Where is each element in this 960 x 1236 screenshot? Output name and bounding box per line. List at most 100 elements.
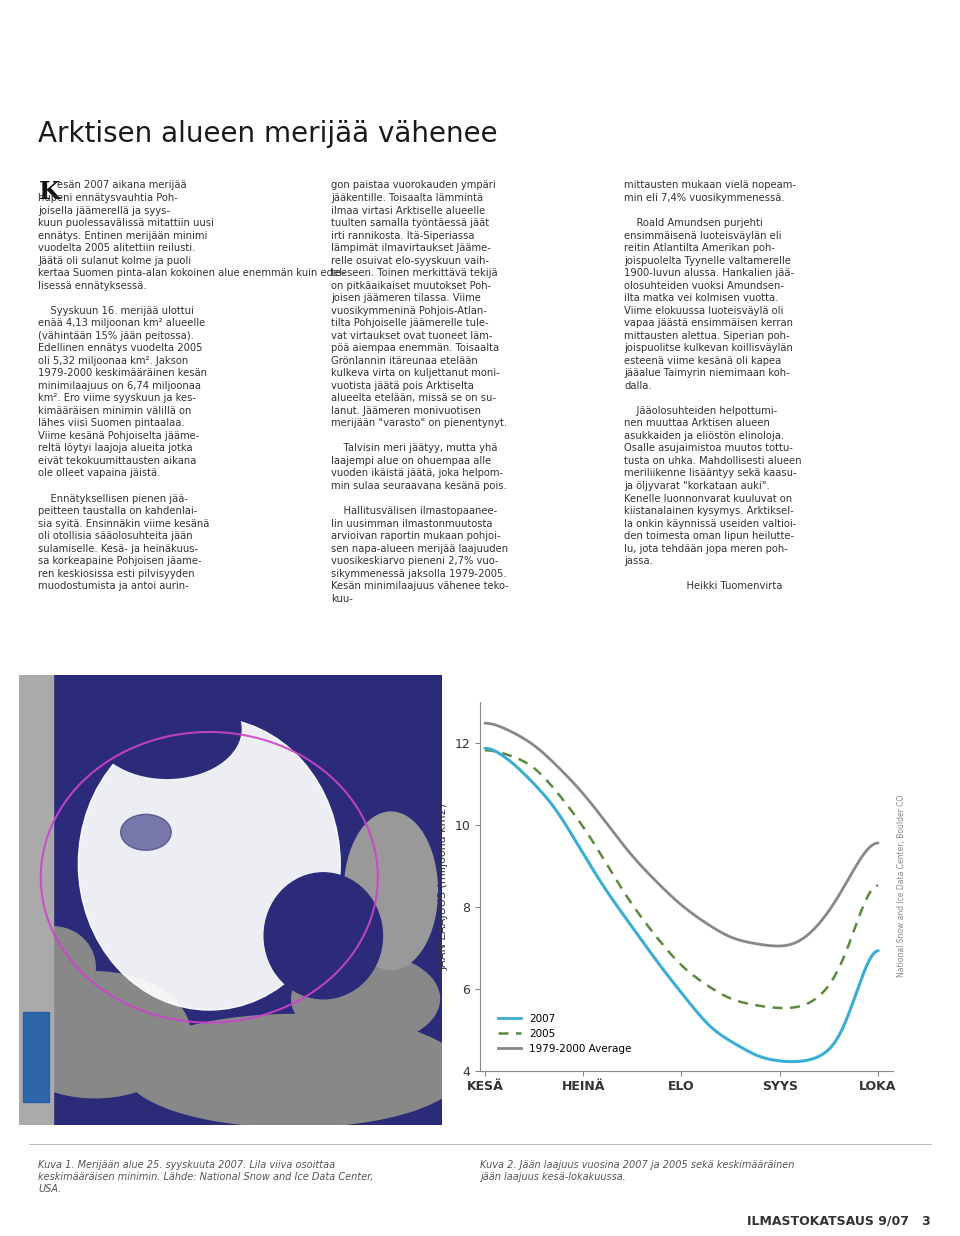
Text: Kuva 1. Merijään alue 25. syyskuuta 2007. Lila viiva osoittaa
keskimääräisen min: Kuva 1. Merijään alue 25. syyskuuta 2007… — [38, 1161, 373, 1194]
Ellipse shape — [292, 954, 440, 1043]
Ellipse shape — [264, 873, 382, 999]
Text: Heikki Tuomenvirta: Heikki Tuomenvirta — [624, 581, 782, 591]
Text: lämpimät ilmavirtaukset Jääme-: lämpimät ilmavirtaukset Jääme- — [331, 243, 492, 253]
Text: arvioivan raportin mukaan pohjoi-: arvioivan raportin mukaan pohjoi- — [331, 531, 501, 541]
2007 — [479, 740, 491, 755]
Text: dalla.: dalla. — [624, 381, 652, 391]
Text: Grönlannin itäreunaa etelään: Grönlannin itäreunaa etelään — [331, 356, 478, 366]
Ellipse shape — [11, 927, 95, 1007]
Y-axis label: JÄÄN LAAJUUS (miljoona km2): JÄÄN LAAJUUS (miljoona km2) — [437, 803, 449, 970]
Text: sulamiselle. Kesä- ja heinäkuus-: sulamiselle. Kesä- ja heinäkuus- — [38, 544, 199, 554]
1979-2000 Average — [713, 923, 725, 938]
1979-2000 Average — [720, 927, 732, 942]
Text: vuoden ikäistä jäätä, joka helpom-: vuoden ikäistä jäätä, joka helpom- — [331, 468, 503, 478]
Text: vuosikeskiarvo pieneni 2,7% vuo-: vuosikeskiarvo pieneni 2,7% vuo- — [331, 556, 498, 566]
Text: reltä löytyi laajoja alueita jotka: reltä löytyi laajoja alueita jotka — [38, 444, 193, 454]
Text: Ennätyksellisen pienen jää-: Ennätyksellisen pienen jää- — [38, 493, 188, 503]
Text: asukkaiden ja eliöstön elinoloja.: asukkaiden ja eliöstön elinoloja. — [624, 431, 784, 441]
Text: lin uusimman ilmastonmuutosta: lin uusimman ilmastonmuutosta — [331, 519, 492, 529]
Line: 2005: 2005 — [485, 750, 878, 1009]
Text: on pitkäaikaiset muutokset Poh-: on pitkäaikaiset muutokset Poh- — [331, 281, 492, 290]
Text: 1900-luvun alussa. Hankalien jää-: 1900-luvun alussa. Hankalien jää- — [624, 268, 794, 278]
Text: pöä aiempaa enemmän. Toisaalta: pöä aiempaa enemmän. Toisaalta — [331, 344, 499, 353]
Text: lisessä ennätyksessä.: lisessä ennätyksessä. — [38, 281, 147, 290]
Text: Viime elokuussa luoteisväylä oli: Viime elokuussa luoteisväylä oli — [624, 305, 783, 315]
2007 — [713, 1026, 725, 1041]
Text: Jääolosuhteiden helpottumi-: Jääolosuhteiden helpottumi- — [624, 405, 778, 415]
2005 — [837, 953, 849, 968]
2007 — [787, 1054, 799, 1069]
Text: Arktisen alueen merijää vähenee: Arktisen alueen merijää vähenee — [38, 120, 498, 148]
Legend: 2007, 2005, 1979-2000 Average: 2007, 2005, 1979-2000 Average — [493, 1010, 636, 1058]
2005 — [720, 989, 732, 1004]
Ellipse shape — [345, 812, 438, 969]
Text: lähes viisi Suomen pintaalaa.: lähes viisi Suomen pintaalaa. — [38, 419, 185, 429]
2007 — [812, 1049, 824, 1064]
Line: 2007: 2007 — [485, 748, 878, 1062]
Text: Jäätä oli sulanut kolme ja puoli: Jäätä oli sulanut kolme ja puoli — [38, 256, 192, 266]
Text: eivät tekokuumittausten aikana: eivät tekokuumittausten aikana — [38, 456, 197, 466]
Text: ilmaa virtasi Arktiselle alueelle: ilmaa virtasi Arktiselle alueelle — [331, 205, 486, 215]
1979-2000 Average — [873, 836, 884, 850]
2007 — [720, 1031, 732, 1046]
Bar — [19, 675, 53, 1125]
Text: (vähintään 15% jään peitossa).: (vähintään 15% jään peitossa). — [38, 331, 194, 341]
2005 — [480, 743, 492, 758]
Text: gon paistaa vuorokauden ympäri: gon paistaa vuorokauden ympäri — [331, 180, 496, 190]
Text: esän 2007 aikana merijää: esän 2007 aikana merijää — [58, 180, 187, 190]
Text: irti rannikosta. Itä-Siperiassa: irti rannikosta. Itä-Siperiassa — [331, 231, 474, 241]
Text: minimilaajuus on 6,74 miljoonaa: minimilaajuus on 6,74 miljoonaa — [38, 381, 202, 391]
Text: ole olleet vapaina jäistä.: ole olleet vapaina jäistä. — [38, 468, 160, 478]
Text: Viime kesänä Pohjoiselta jääme-: Viime kesänä Pohjoiselta jääme- — [38, 431, 200, 441]
2005 — [479, 743, 491, 758]
Text: min sulaa seuraavana kesänä pois.: min sulaa seuraavana kesänä pois. — [331, 481, 507, 491]
Text: merijään "varasto" on pienentynyt.: merijään "varasto" on pienentynyt. — [331, 419, 507, 429]
Text: sikymmenessä jaksolla 1979-2005.: sikymmenessä jaksolla 1979-2005. — [331, 569, 507, 578]
Text: sa korkeapaine Pohjoisen jäame-: sa korkeapaine Pohjoisen jäame- — [38, 556, 202, 566]
Text: ILMASTOKATSAUS 9/07   3: ILMASTOKATSAUS 9/07 3 — [748, 1215, 931, 1227]
Text: vuodelta 2005 alitettiin reilusti.: vuodelta 2005 alitettiin reilusti. — [38, 243, 196, 253]
2007 — [837, 1021, 849, 1036]
Text: olosuhteiden vuoksi Amundsen-: olosuhteiden vuoksi Amundsen- — [624, 281, 784, 290]
Text: Kenelle luonnonvarat kuuluvat on: Kenelle luonnonvarat kuuluvat on — [624, 493, 792, 503]
Text: Edellinen ennätys vuodelta 2005: Edellinen ennätys vuodelta 2005 — [38, 344, 203, 353]
2007 — [712, 1025, 724, 1039]
Text: den toimesta oman lipun heilutte-: den toimesta oman lipun heilutte- — [624, 531, 794, 541]
Text: esteenä viime kesänä oli kapea: esteenä viime kesänä oli kapea — [624, 356, 781, 366]
Text: kimääräisen minimin välillä on: kimääräisen minimin välillä on — [38, 405, 192, 415]
Text: National Snow and Ice Data Center, Boulder CO: National Snow and Ice Data Center, Bould… — [897, 795, 906, 978]
Text: la onkin käynnissä useiden valtioi-: la onkin käynnissä useiden valtioi- — [624, 519, 797, 529]
Text: joisella jäämerellä ja syys-: joisella jäämerellä ja syys- — [38, 205, 171, 215]
Text: ren keskiosissa esti pilvisyyden: ren keskiosissa esti pilvisyyden — [38, 569, 195, 578]
Text: Syyskuun 16. merijää ulottui: Syyskuun 16. merijää ulottui — [38, 305, 194, 315]
Text: sia syitä. Ensinnäkin viime kesänä: sia syitä. Ensinnäkin viime kesänä — [38, 519, 210, 529]
2005 — [712, 984, 724, 999]
2007 — [873, 943, 884, 958]
Text: 1979-2000 keskimääräinen kesän: 1979-2000 keskimääräinen kesän — [38, 368, 207, 378]
Ellipse shape — [0, 971, 190, 1098]
Text: tuulten samalla työntäessä jäät: tuulten samalla työntäessä jäät — [331, 218, 490, 227]
Text: hupeni ennätysvauhtia Poh-: hupeni ennätysvauhtia Poh- — [38, 193, 179, 203]
Text: kuun puolessavälissä mitattiin uusi: kuun puolessavälissä mitattiin uusi — [38, 218, 214, 227]
Text: lu, jota tehdään jopa meren poh-: lu, jota tehdään jopa meren poh- — [624, 544, 788, 554]
Ellipse shape — [121, 815, 171, 850]
Text: muodostumista ja antoi aurin-: muodostumista ja antoi aurin- — [38, 581, 189, 591]
Text: min eli 7,4% vuosikymmenessä.: min eli 7,4% vuosikymmenessä. — [624, 193, 784, 203]
Text: kiistanalainen kysymys. Arktiksel-: kiistanalainen kysymys. Arktiksel- — [624, 506, 794, 517]
Text: mittausten alettua. Siperian poh-: mittausten alettua. Siperian poh- — [624, 331, 790, 341]
Text: ensimmäisenä luoteisväylän eli: ensimmäisenä luoteisväylän eli — [624, 231, 781, 241]
Text: kertaa Suomen pinta-alan kokoinen alue enemmän kuin edel-: kertaa Suomen pinta-alan kokoinen alue e… — [38, 268, 346, 278]
Text: kuu-: kuu- — [331, 593, 353, 603]
Text: tusta on uhka. Mahdollisesti alueen: tusta on uhka. Mahdollisesti alueen — [624, 456, 802, 466]
Text: vat virtaukset ovat tuoneet läm-: vat virtaukset ovat tuoneet läm- — [331, 331, 492, 341]
Text: ilta matka vei kolmisen vuotta.: ilta matka vei kolmisen vuotta. — [624, 293, 779, 303]
Text: Roald Amundsen purjehti: Roald Amundsen purjehti — [624, 218, 763, 227]
2005 — [812, 990, 824, 1005]
Text: vuotista jäätä pois Arktiselta: vuotista jäätä pois Arktiselta — [331, 381, 474, 391]
Text: vuosikymmeninä Pohjois-Atlan-: vuosikymmeninä Pohjois-Atlan- — [331, 305, 487, 315]
1979-2000 Average — [480, 716, 492, 730]
Text: jassa.: jassa. — [624, 556, 653, 566]
Text: Kesän minimilaajuus vähenee teko-: Kesän minimilaajuus vähenee teko- — [331, 581, 509, 591]
Text: nen muuttaa Arktisen alueen: nen muuttaa Arktisen alueen — [624, 419, 770, 429]
Text: jääkentille. Toisaalta lämmintä: jääkentille. Toisaalta lämmintä — [331, 193, 483, 203]
